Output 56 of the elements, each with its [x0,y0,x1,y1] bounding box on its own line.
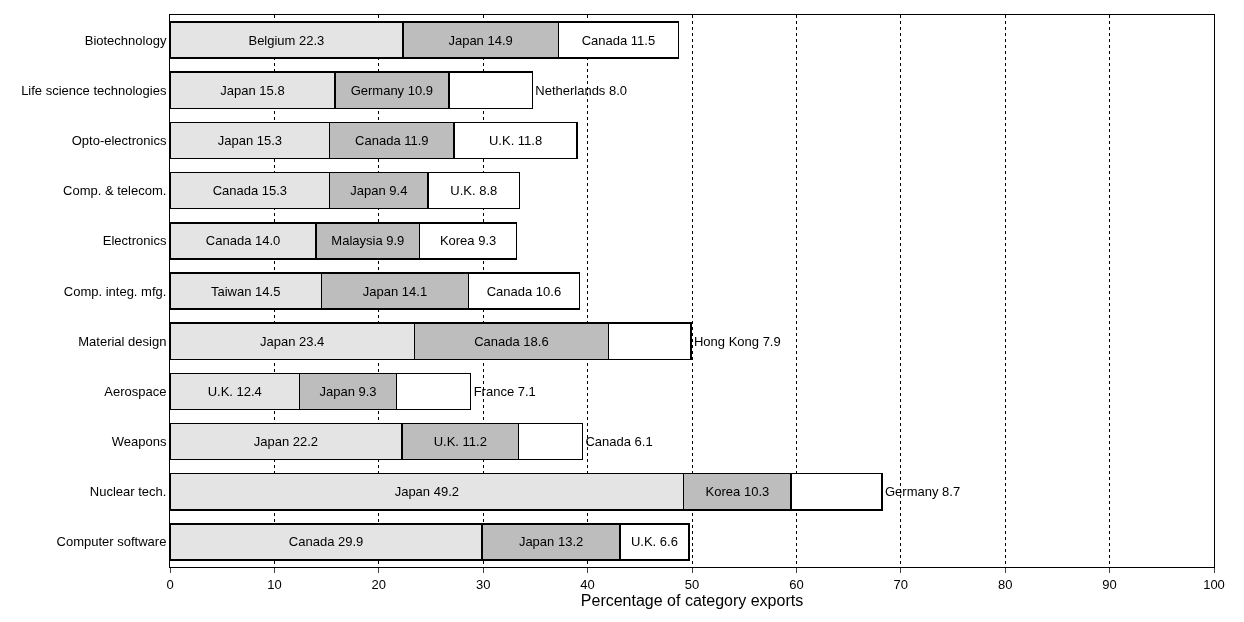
data-label: Malaysia 9.9 [331,233,405,249]
data-label: Canada 29.9 [288,534,364,550]
data-label: Japan 14.1 [362,283,428,299]
x-tick-label: 70 [893,576,909,592]
x-tick-label: 60 [789,576,804,592]
x-tick-label: 40 [580,576,595,592]
data-label: Japan 49.2 [394,484,459,500]
y-tick-label: Weapons [111,434,167,450]
y-tick-label: Life science technologies [21,82,167,98]
data-label: Taiwan 14.5 [210,283,281,299]
y-tick-label: Opto-electronics [71,133,167,148]
y-tick-label: Computer software [56,534,167,550]
data-label: Canada 11.9 [355,132,429,148]
data-label: Japan 14.9 [448,32,513,48]
x-tick-label: 80 [997,576,1013,592]
x-tick-label: 50 [684,576,700,592]
data-label: Japan 22.2 [253,434,319,450]
data-label: Japan 13.2 [518,534,584,550]
data-label: U.K. 11.2 [433,434,487,450]
data-label: Germany 8.7 [885,484,961,500]
data-label: U.K. 6.6 [630,534,678,550]
data-label: Korea 9.3 [439,233,497,249]
data-label: Canada 10.6 [486,283,562,299]
data-label: Belgium 22.3 [248,32,325,48]
data-label: Germany 10.9 [350,82,434,98]
y-tick-label: Nuclear tech. [89,484,167,500]
y-tick-label: Aerospace [104,383,167,399]
x-axis-title: Percentage of category exports [580,591,804,609]
data-label: Canada 15.3 [212,183,288,199]
x-tick-label: 10 [267,576,282,592]
data-label: U.K. 11.8 [488,132,543,148]
data-label: Netherlands 8.0 [535,82,628,98]
y-tick-label: Biotechnology [84,32,167,48]
x-tick-label: 30 [475,576,491,592]
y-tick-label: Comp. & telecom. [63,183,167,199]
data-label: Hong Kong 7.9 [693,333,781,349]
data-label: Japan 15.3 [217,132,283,148]
data-label: Canada 6.1 [585,434,653,450]
x-tick-label: 90 [1102,576,1117,592]
data-label: Japan 15.8 [220,82,285,98]
data-label: Canada 11.5 [581,32,656,48]
x-tick-label: 0 [166,576,174,592]
data-label: Korea 10.3 [705,484,770,500]
data-label: Canada 14.0 [205,233,281,249]
data-label: U.K. 12.4 [207,383,262,399]
data-label: Japan 23.4 [259,333,325,349]
data-label: France 7.1 [473,383,536,399]
data-label: Canada 18.6 [474,333,549,349]
y-tick-label: Comp. integ. mfg. [63,283,167,299]
x-tick-label: 100 [1203,576,1225,592]
data-label: U.K. 8.8 [450,183,498,199]
x-tick-label: 20 [371,576,387,592]
y-tick-label: Material design [78,333,167,349]
data-label: Japan 9.4 [350,183,408,199]
data-label: Japan 9.3 [319,383,377,399]
y-tick-label: Electronics [102,233,167,249]
